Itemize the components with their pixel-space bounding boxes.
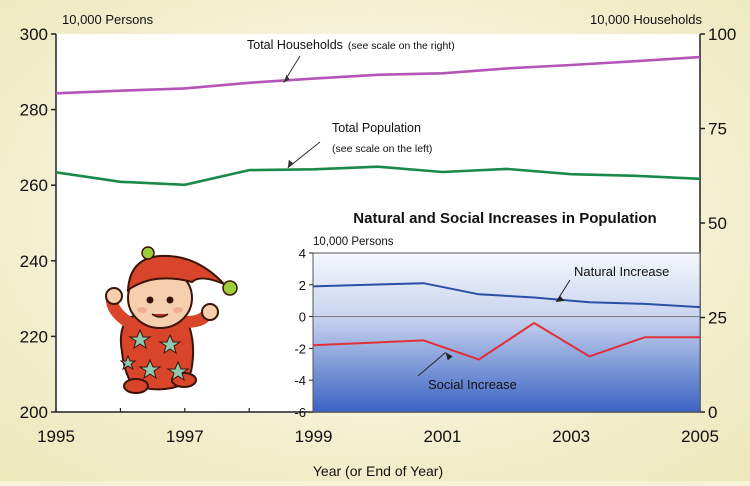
- natural-increase-line: [312, 282, 701, 309]
- inset-y-tick-label: -4: [294, 373, 306, 388]
- left-axis-unit: 10,000 Persons: [62, 12, 154, 27]
- inset-series-group: [312, 282, 701, 361]
- inset-y-tick-label: 4: [299, 246, 306, 261]
- right-axis-tick-label: 0: [708, 403, 717, 422]
- inset-y-tick-label: -6: [294, 405, 306, 420]
- inset-title: Natural and Social Increases in Populati…: [353, 210, 656, 227]
- inset-y-unit: 10,000 Persons: [313, 236, 394, 248]
- right-axis-tick-label: 50: [708, 214, 727, 233]
- inset-y-tick-label: 2: [299, 278, 306, 293]
- households-label-note: (see scale on the right): [348, 40, 455, 52]
- right-axis-tick-label: 75: [708, 120, 727, 139]
- population-label-name: Total Population: [332, 121, 421, 135]
- social-increase-line: [312, 322, 700, 361]
- right-axis-tick-label: 100: [708, 25, 736, 44]
- x-axis-tick-label: 1997: [166, 427, 204, 446]
- left-axis-tick-label: 240: [20, 252, 48, 271]
- households-label-name: Total Households: [247, 38, 343, 52]
- households-line: [55, 55, 701, 95]
- right-axis-unit: 10,000 Households: [590, 12, 703, 27]
- main-series-group: [55, 55, 701, 187]
- inset-plot-area: [312, 252, 701, 413]
- social-increase-leader-arrow: [445, 352, 453, 361]
- households-label: Total Households (see scale on the right): [247, 38, 455, 52]
- inset-axes: 4 2 0 -2 -4 -6: [294, 246, 700, 420]
- population-leader-arrow: [287, 159, 294, 168]
- social-increase-leader-line: [417, 352, 447, 377]
- households-leader-arrow: [283, 74, 290, 83]
- left-axis-tick-label: 300: [20, 25, 48, 44]
- x-axis-tick-label: 2001: [423, 427, 461, 446]
- inset-series-labels: Natural Increase Social Increase: [417, 264, 669, 392]
- right-axis-tick-label: 25: [708, 309, 727, 328]
- inset-y-tick-label: 0: [299, 310, 306, 325]
- population-line: [55, 165, 701, 187]
- left-axis-tick-label: 260: [20, 176, 48, 195]
- social-increase-label: Social Increase: [428, 377, 517, 392]
- left-axis-tick-label: 220: [20, 327, 48, 346]
- population-label-note: (see scale on the left): [332, 143, 432, 155]
- natural-increase-label: Natural Increase: [574, 264, 669, 279]
- left-axis-tick-label: 280: [20, 101, 48, 120]
- natural-increase-leader-arrow: [556, 295, 565, 302]
- baby-in-red-pajamas-icon: [105, 246, 238, 394]
- natural-increase-leader-line: [555, 279, 571, 303]
- x-axis-tick-label: 2005: [681, 427, 719, 446]
- x-axis-label: Year (or End of Year): [313, 463, 443, 479]
- left-axis-tick-label: 200: [20, 403, 48, 422]
- x-axis-tick-label: 1999: [295, 427, 333, 446]
- main-series-labels: Total Households (see scale on the right)…: [247, 38, 455, 169]
- x-axis-tick-label: 2003: [552, 427, 590, 446]
- x-axis-tick-label: 1995: [37, 427, 75, 446]
- inset-y-tick-label: -2: [294, 341, 306, 356]
